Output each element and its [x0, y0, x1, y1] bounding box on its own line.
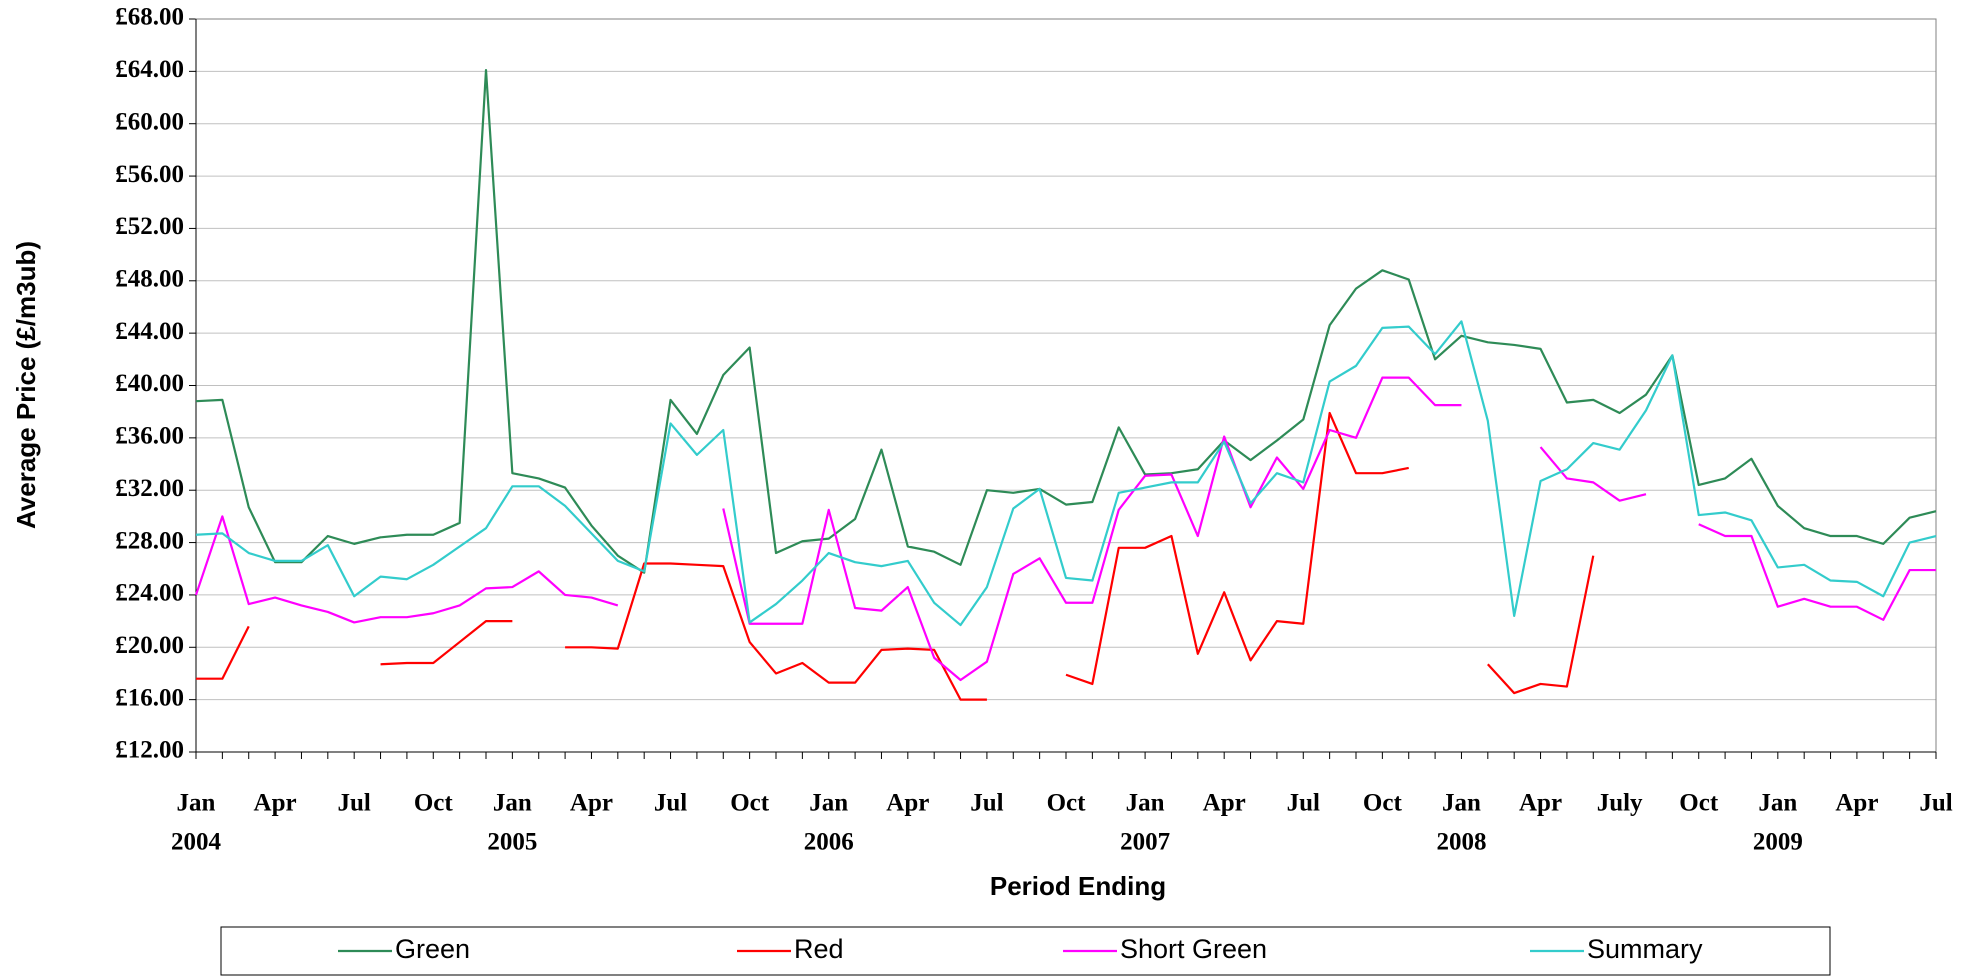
y-tick-label: £60.00: [115, 108, 184, 135]
x-tick-label: Jul: [1919, 790, 1952, 817]
x-tick-label: Jul: [970, 790, 1003, 817]
y-tick-label: £32.00: [115, 475, 184, 502]
x-tick-label: Apr: [886, 790, 929, 817]
x-tick-label: Apr: [1835, 790, 1878, 817]
series-line: [196, 411, 1595, 701]
series-line: [195, 320, 1937, 627]
y-tick-label: £20.00: [115, 632, 184, 659]
x-year-label: 2008: [1436, 829, 1486, 856]
x-tick-label: Jan: [1442, 790, 1481, 817]
x-tick-label: Oct: [730, 790, 770, 817]
x-tick-label: Apr: [254, 790, 297, 817]
y-tick-label: £64.00: [115, 56, 184, 83]
series-line: [195, 68, 1937, 574]
x-year-label: 2005: [487, 829, 537, 856]
x-tick-label: Jan: [177, 790, 216, 817]
y-tick-label: £52.00: [115, 213, 184, 240]
y-tick-label: £48.00: [115, 266, 184, 293]
y-tick-label: £12.00: [115, 737, 184, 764]
series-line: [194, 376, 1936, 682]
y-tick-label: £56.00: [115, 161, 184, 188]
x-year-label: 2007: [1120, 829, 1170, 856]
legend-box: [220, 926, 1831, 976]
x-tick-label: Jan: [493, 790, 532, 817]
x-tick-label: Jan: [1758, 790, 1797, 817]
x-year-label: 2009: [1753, 829, 1803, 856]
legend-label: Green: [395, 934, 470, 964]
x-tick-label: Apr: [1519, 790, 1562, 817]
x-year-label: 2006: [804, 829, 854, 856]
x-tick-label: Oct: [1047, 790, 1087, 817]
x-tick-label: Apr: [570, 790, 613, 817]
y-tick-label: £16.00: [115, 684, 184, 711]
y-tick-label: £28.00: [115, 527, 184, 554]
x-axis-title: Period Ending: [990, 871, 1166, 901]
x-tick-label: Jan: [1126, 790, 1165, 817]
legend-label: Red: [794, 934, 844, 964]
y-tick-label: £36.00: [115, 423, 184, 450]
y-axis-title: Average Price (£/m3ub): [11, 241, 41, 529]
x-year-label: 2004: [171, 829, 222, 856]
x-tick-label: Oct: [414, 790, 454, 817]
x-tick-label: Jul: [1287, 790, 1320, 817]
y-tick-label: £24.00: [115, 580, 184, 607]
x-tick-label: Apr: [1203, 790, 1246, 817]
legend-label: Summary: [1587, 934, 1703, 964]
y-tick-label: £44.00: [115, 318, 184, 345]
x-tick-label: Oct: [1363, 790, 1403, 817]
y-tick-label: £40.00: [115, 370, 184, 397]
x-tick-label: Jul: [654, 790, 687, 817]
x-tick-label: Oct: [1679, 790, 1719, 817]
x-tick-label: Jul: [338, 790, 371, 817]
x-tick-label: Jan: [809, 790, 848, 817]
y-tick-label: £68.00: [115, 4, 184, 31]
x-tick-label: July: [1597, 790, 1643, 817]
legend-label: Short Green: [1120, 934, 1267, 964]
